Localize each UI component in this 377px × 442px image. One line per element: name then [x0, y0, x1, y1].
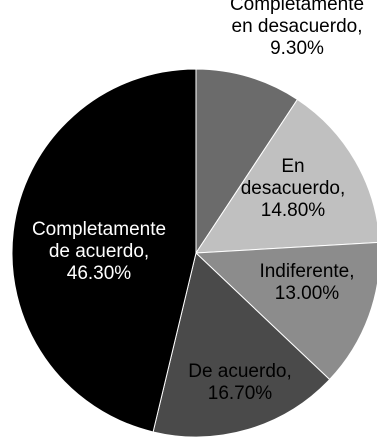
- pie-slice-label-1: Completamente en desacuerdo, 9.30%: [230, 0, 364, 59]
- pie-slice-label-line: en desacuerdo,: [232, 16, 363, 37]
- pie-slice-label-line: 13.00%: [275, 283, 340, 304]
- pie-slice-label-line: 9.30%: [270, 38, 324, 59]
- pie-slice-label-line: 46.30%: [67, 263, 132, 284]
- pie-slice-label-line: Completamente: [32, 219, 166, 240]
- pie-slice-label-line: desacuerdo,: [241, 178, 346, 199]
- pie-slice-label-line: Completamente: [230, 0, 364, 15]
- pie-slice-label-line: de acuerdo,: [49, 241, 149, 262]
- pie-slice-1: [195, 68, 299, 255]
- pie-slice-4: [152, 252, 331, 438]
- pie-slice-2: [195, 98, 377, 254]
- pie-slice-label-2: En desacuerdo, 14.80%: [241, 156, 346, 221]
- pie-slice-label-5: Completamente de acuerdo, 46.30%: [32, 219, 166, 284]
- pie-slice-label-line: Indiferente,: [259, 261, 354, 282]
- pie-slice-label-3: Indiferente, 13.00%: [259, 261, 354, 304]
- pie-slice-3: [194, 241, 377, 381]
- pie-slice-label-line: 16.70%: [208, 383, 273, 404]
- pie-labels: Completamente en desacuerdo, 9.30%En desacu…: [32, 0, 364, 404]
- pie-slice-label-line: De acuerdo,: [188, 361, 292, 382]
- pie-slice-label-line: En: [281, 156, 304, 177]
- pie-slice-label-4: De acuerdo, 16.70%: [188, 361, 292, 404]
- pie-slice-label-line: 14.80%: [261, 200, 326, 221]
- pie-slices: [11, 68, 377, 438]
- pie-slice-5: [11, 68, 197, 433]
